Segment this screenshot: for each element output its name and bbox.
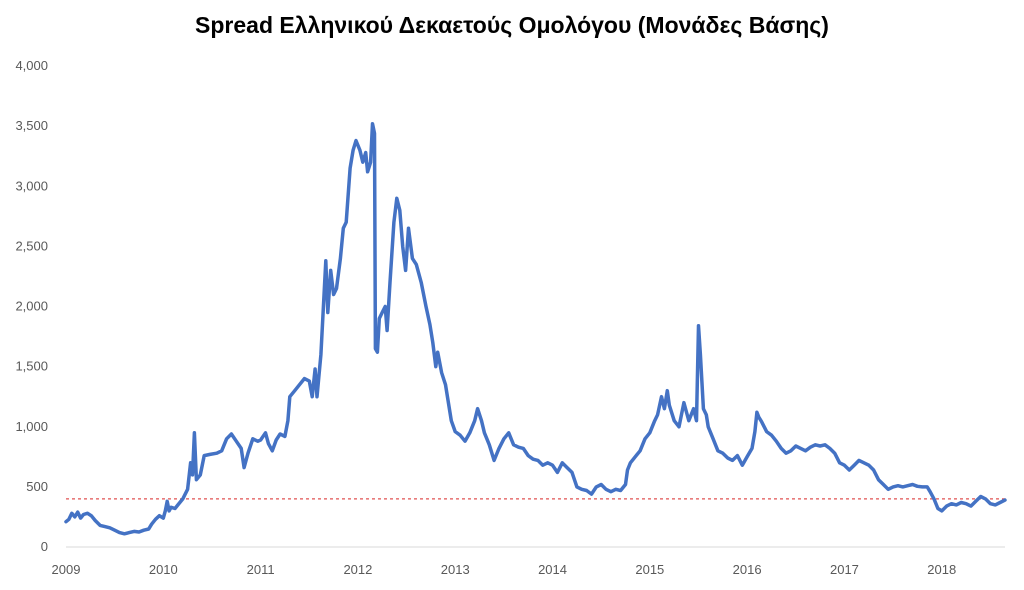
- x-tick-label: 2012: [343, 562, 372, 577]
- x-tick-label: 2015: [635, 562, 664, 577]
- y-tick-label: 2,500: [15, 238, 48, 253]
- chart-title: Spread Ελληνικού Δεκαετούς Ομολόγου (Μον…: [195, 12, 829, 38]
- y-tick-label: 3,500: [15, 118, 48, 133]
- x-tick-label: 2013: [441, 562, 470, 577]
- y-tick-label: 3,000: [15, 178, 48, 193]
- y-tick-label: 1,000: [15, 419, 48, 434]
- y-axis-ticks: 0 500 1,000 1,500 2,000 2,500 3,000 3,500 4,000: [15, 58, 48, 554]
- x-tick-label: 2017: [830, 562, 859, 577]
- x-tick-label: 2014: [538, 562, 567, 577]
- x-tick-label: 2011: [247, 562, 275, 577]
- x-tick-label: 2010: [149, 562, 178, 577]
- x-tick-label: 2016: [733, 562, 762, 577]
- x-axis-ticks: 2009 2010 2011 2012 2013 2014 2015 2016 2017 2018: [52, 562, 957, 577]
- y-tick-label: 2,000: [15, 299, 48, 314]
- y-tick-label: 4,000: [15, 58, 48, 73]
- series-line: [64, 121, 1007, 536]
- x-tick-label: 2018: [927, 562, 956, 577]
- y-tick-label: 0: [41, 539, 48, 554]
- y-tick-label: 500: [26, 479, 48, 494]
- x-tick-label: 2009: [52, 562, 81, 577]
- y-tick-label: 1,500: [15, 359, 48, 374]
